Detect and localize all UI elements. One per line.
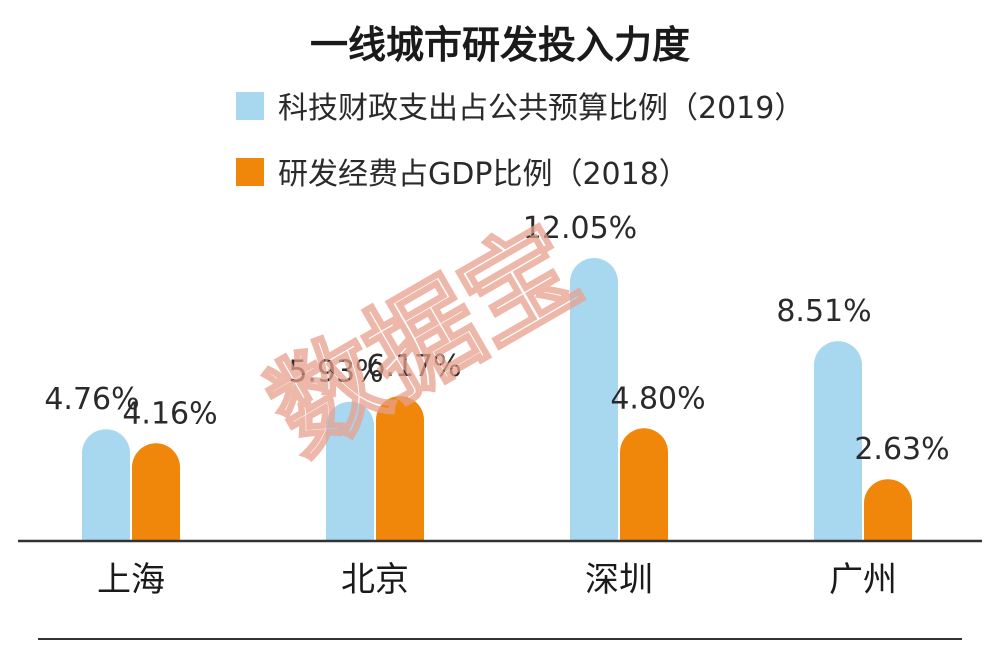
bar-广州-series-2 — [864, 479, 912, 541]
value-label-北京-series-1: 5.93% — [288, 355, 383, 390]
value-label-深圳-series-1: 12.05% — [523, 211, 637, 246]
bar-上海-series-1 — [82, 429, 130, 541]
category-label-上海: 上海 — [97, 560, 165, 600]
category-labels: 上海 北京 深圳 广州 — [97, 560, 897, 600]
category-label-北京: 北京 — [341, 560, 409, 600]
legend-swatch-series-1 — [236, 92, 264, 120]
legend-label-series-2: 研发经费占GDP比例（2018） — [278, 157, 689, 192]
bar-广州-series-1 — [814, 341, 862, 541]
legend-label-series-1: 科技财政支出占公共预算比例（2019） — [278, 91, 804, 126]
value-label-上海-series-1: 4.76% — [44, 382, 139, 417]
bar-北京-series-2 — [376, 396, 424, 541]
bars — [82, 258, 912, 541]
category-label-广州: 广州 — [829, 560, 897, 600]
legend-swatch-series-2 — [236, 158, 264, 186]
value-label-深圳-series-2: 4.80% — [610, 381, 705, 416]
bar-上海-series-2 — [132, 443, 180, 541]
bar-深圳-series-2 — [620, 428, 668, 541]
category-label-深圳: 深圳 — [585, 560, 653, 600]
chart-title: 一线城市研发投入力度 — [310, 23, 690, 67]
value-label-上海-series-2: 4.16% — [122, 396, 217, 431]
value-label-广州-series-2: 2.63% — [854, 432, 949, 467]
value-label-北京-series-2: 6.17% — [366, 349, 461, 384]
legend: 科技财政支出占公共预算比例（2019） 研发经费占GDP比例（2018） — [236, 91, 804, 192]
value-label-广州-series-1: 8.51% — [776, 294, 871, 329]
bar-深圳-series-1 — [570, 258, 618, 541]
value-labels: 4.76%4.16% 5.93%6.17% 12.05% 4.80% 8.51% 2.63… — [44, 211, 949, 467]
bar-北京-series-1 — [326, 401, 374, 541]
